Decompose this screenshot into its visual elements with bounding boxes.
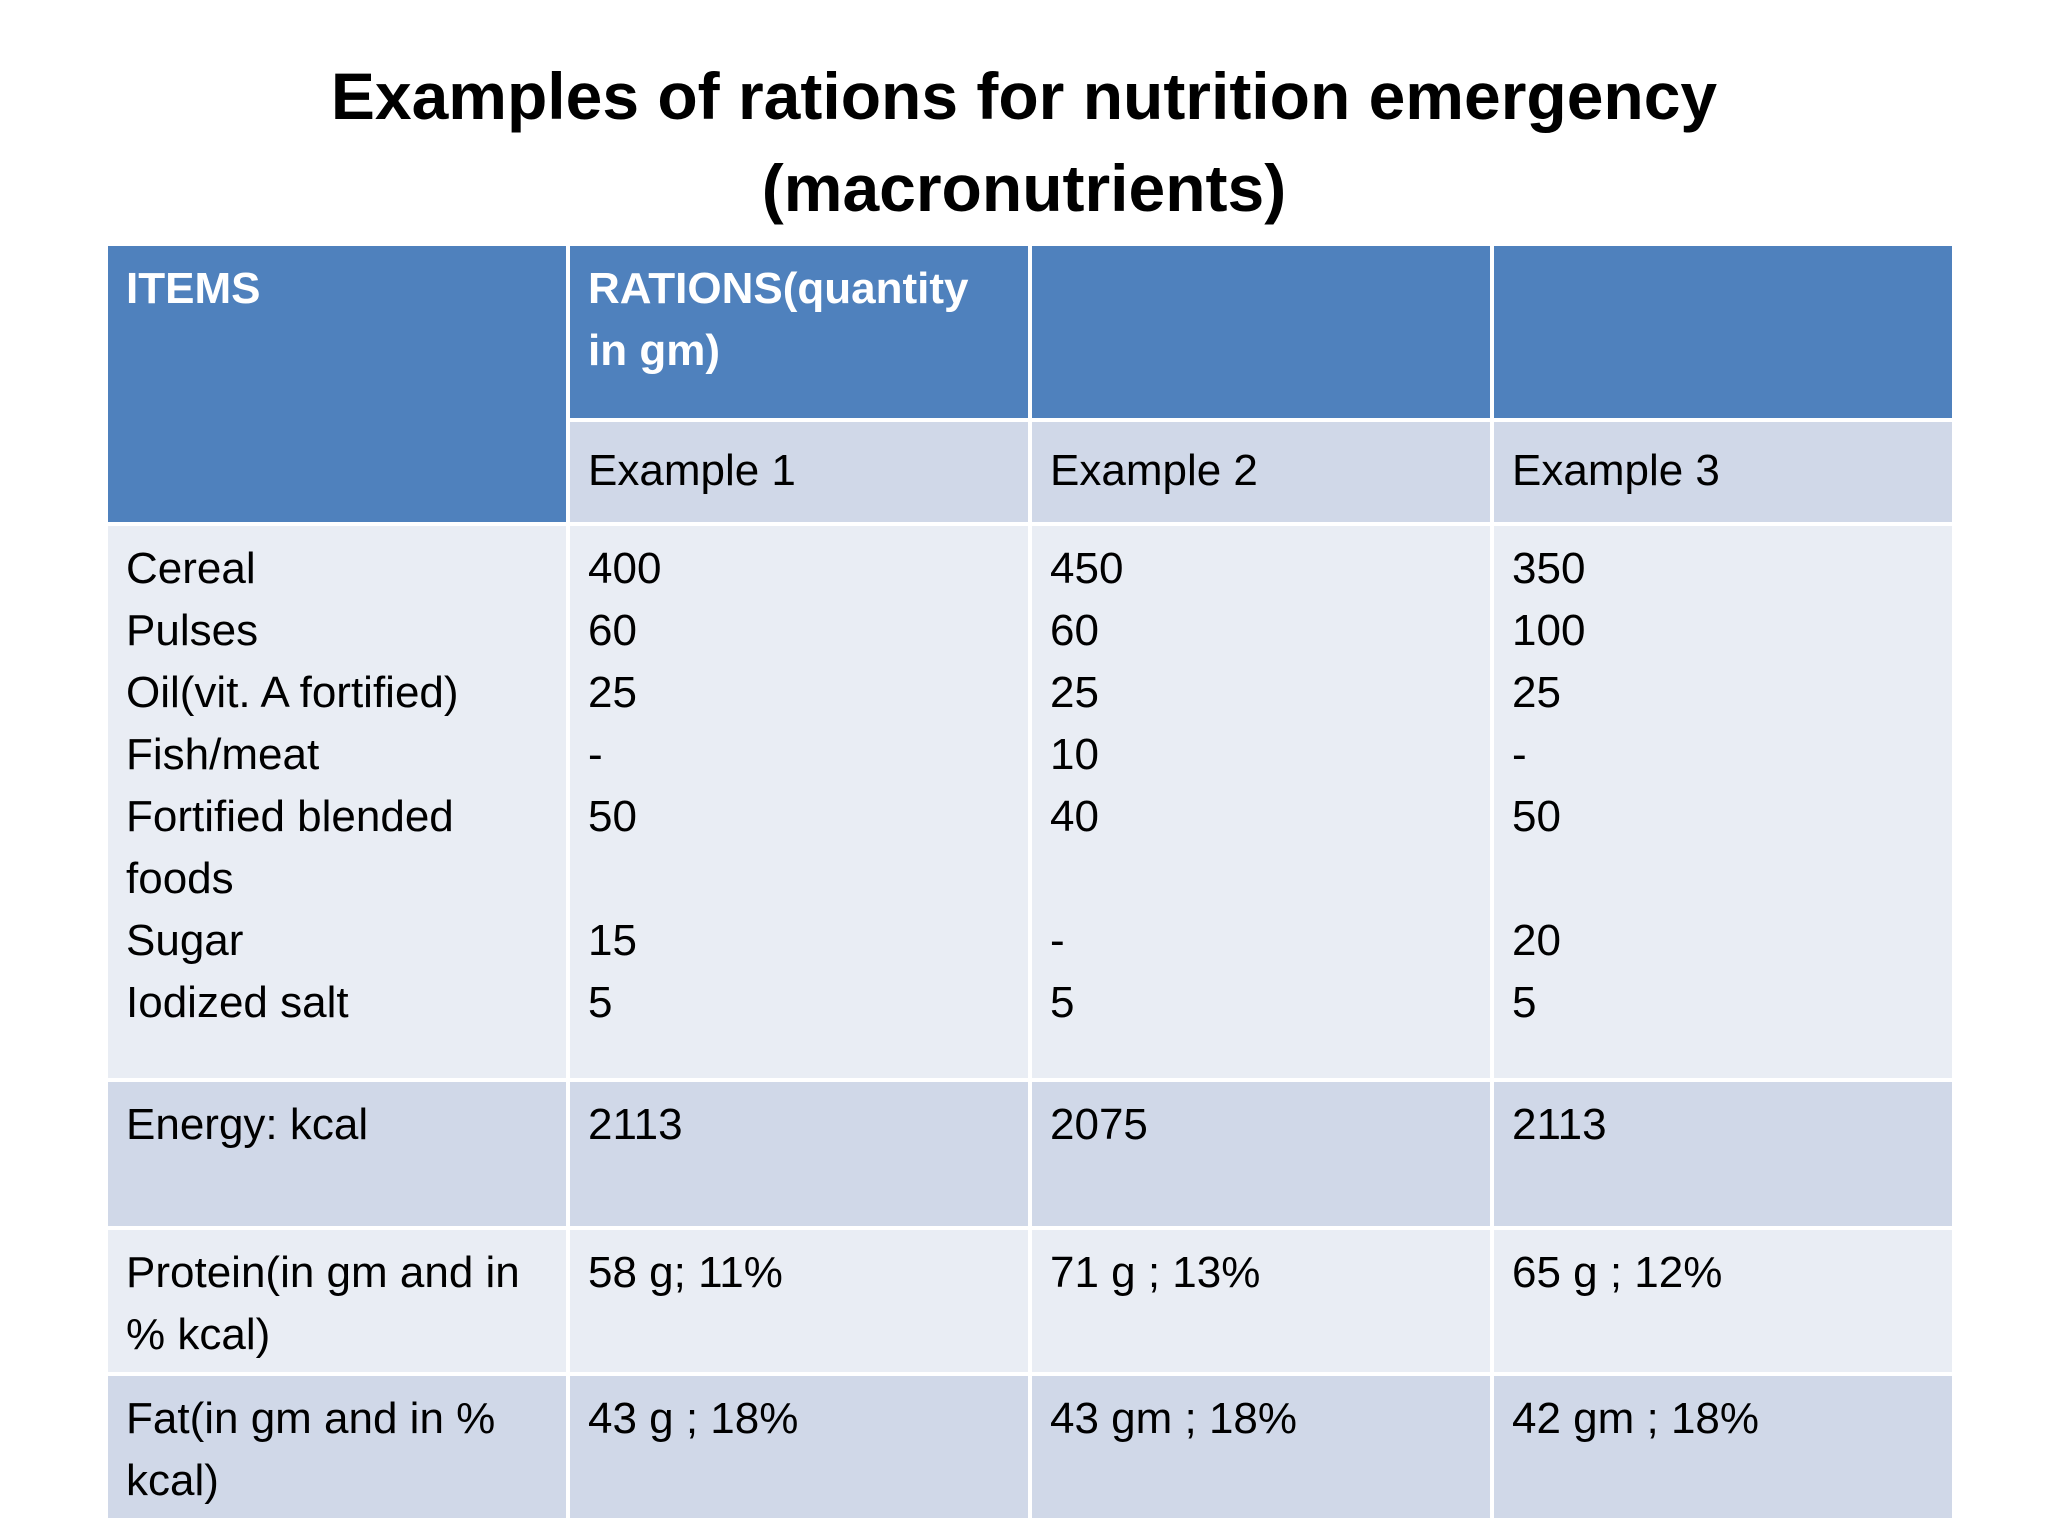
header-col-4 [1490, 242, 1956, 422]
value-cell: 350 [1512, 544, 1586, 593]
protein-value-2: 71 g ; 13% [1028, 1226, 1494, 1376]
example-2-header: Example 2 [1028, 418, 1494, 526]
value-cell: 50 [588, 792, 637, 841]
value-cell: 60 [1050, 606, 1099, 655]
food-item-fish-meat: Fish/meat [126, 730, 320, 779]
value-cell: 60 [588, 606, 637, 655]
value-cell: - [1050, 916, 1065, 965]
energy-value-2: 2075 [1028, 1078, 1494, 1230]
value-cell: 50 [1512, 792, 1561, 841]
protein-label: Protein(in gm and in % kcal) [104, 1226, 570, 1376]
food-items-cell: Cereal Pulses Oil(vit. A fortified) Fish… [104, 522, 570, 1082]
energy-value-1: 2113 [566, 1078, 1032, 1230]
food-item-iodized-salt: Iodized salt [126, 978, 349, 1027]
rations-table: ITEMS RATIONS(quantity in gm) Example 1 … [104, 242, 1956, 1522]
value-cell: - [588, 730, 603, 779]
fat-value-2: 43 gm ; 18% [1028, 1372, 1494, 1522]
slide-title: Examples of rations for nutrition emerge… [0, 50, 2048, 234]
value-cell: 25 [588, 668, 637, 717]
value-cell: 5 [1050, 978, 1075, 1027]
header-rations: RATIONS(quantity in gm) [566, 242, 1032, 422]
value-cell: 40 [1050, 792, 1099, 841]
fat-row: Fat(in gm and in % kcal) 43 g ; 18% 43 g… [104, 1372, 1956, 1522]
value-cell: 25 [1050, 668, 1099, 717]
food-item-sugar: Sugar [126, 916, 244, 965]
value-cell: 10 [1050, 730, 1099, 779]
header-items: ITEMS [104, 242, 570, 526]
value-cell: 400 [588, 544, 662, 593]
fat-label: Fat(in gm and in % kcal) [104, 1372, 570, 1522]
value-cell: 5 [1512, 978, 1537, 1027]
value-cell: 25 [1512, 668, 1561, 717]
fat-value-3: 42 gm ; 18% [1490, 1372, 1956, 1522]
value-cell: 20 [1512, 916, 1561, 965]
food-item-pulses: Pulses [126, 606, 259, 655]
subheader-row: Example 1 Example 2 Example 3 [106, 418, 1956, 526]
value-cell: 5 [588, 978, 613, 1027]
energy-value-3: 2113 [1490, 1078, 1956, 1230]
header-row: ITEMS RATIONS(quantity in gm) [104, 242, 1956, 526]
header-col-3 [1028, 242, 1494, 422]
foods-row: Cereal Pulses Oil(vit. A fortified) Fish… [104, 522, 1956, 1082]
fat-value-1: 43 g ; 18% [566, 1372, 1032, 1522]
value-cell: 450 [1050, 544, 1124, 593]
food-item-cereal: Cereal [126, 544, 256, 593]
value-cell: - [1512, 730, 1527, 779]
protein-value-3: 65 g ; 12% [1490, 1226, 1956, 1376]
example-3-header: Example 3 [1490, 418, 1956, 526]
food-item-oil: Oil(vit. A fortified) [126, 668, 459, 717]
protein-row: Protein(in gm and in % kcal) 58 g; 11% 7… [104, 1226, 1956, 1376]
example-2-foods-cell: 450 60 25 10 40 - 5 [1028, 522, 1494, 1082]
energy-row: Energy: kcal 2113 2075 2113 [104, 1078, 1956, 1230]
slide-title-line-1: Examples of rations for nutrition emerge… [330, 59, 1718, 133]
example-1-header: Example 1 [566, 418, 1032, 526]
example-3-foods-cell: 350 100 25 - 50 20 5 [1490, 522, 1956, 1082]
energy-label: Energy: kcal [104, 1078, 570, 1230]
food-item-fortified-blended: Fortified blended foods [126, 792, 454, 903]
slide-title-line-2: (macronutrients) [761, 151, 1287, 225]
example-1-foods-cell: 400 60 25 - 50 15 5 [566, 522, 1032, 1082]
value-cell: 15 [588, 916, 637, 965]
value-cell: 100 [1512, 606, 1586, 655]
protein-value-1: 58 g; 11% [566, 1226, 1032, 1376]
